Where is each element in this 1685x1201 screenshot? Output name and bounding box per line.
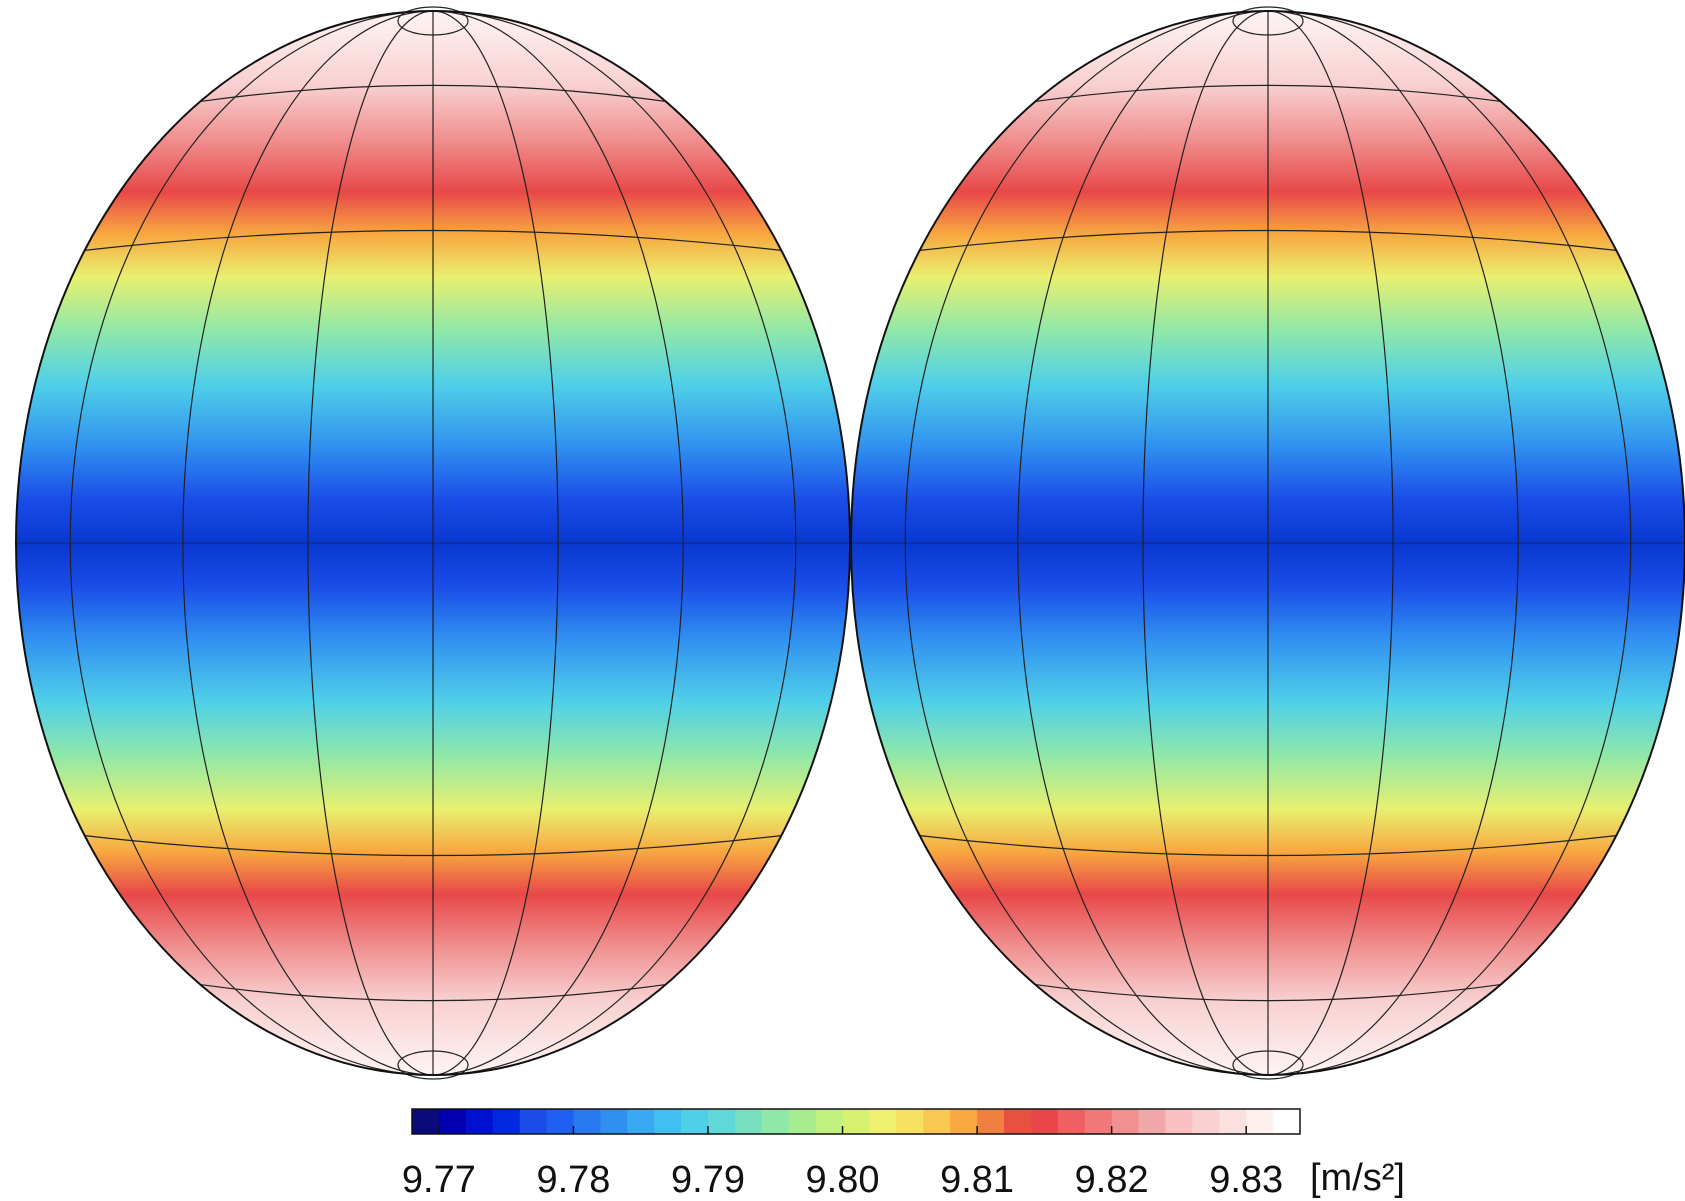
colorbar-swatch [708,1109,735,1134]
colorbar-swatch [735,1109,762,1134]
colorbar-tick-label: 9.80 [806,1159,880,1201]
gravity-map: 9.77 9.78 9.79 9.80 9.81 9.82 9.83 [m/s²] [0,0,1685,1201]
colorbar-swatch [1031,1109,1058,1134]
colorbar-swatch [816,1109,843,1134]
colorbar-swatch [1273,1109,1300,1134]
colorbar-swatch [923,1109,950,1134]
colorbar-swatch [1246,1109,1273,1134]
hemispheres [16,7,1685,1079]
colorbar-swatch [547,1109,574,1134]
colorbar-swatch [1139,1109,1166,1134]
colorbar-swatch [600,1109,627,1134]
hemisphere [16,7,850,1079]
colorbar-tick-label: 9.78 [536,1159,610,1201]
colorbar-swatch [762,1109,789,1134]
colorbar-tick-label: 9.79 [671,1159,745,1201]
colorbar-swatch [1112,1109,1139,1134]
colorbar-swatch [1058,1109,1085,1134]
colorbar-swatch [412,1109,439,1134]
colorbar-swatch [869,1109,896,1134]
page: {"colorbar": { "ticks": [9.77, 9.78, 9.7… [0,0,1685,1201]
colorbar-tick-label: 9.82 [1075,1159,1149,1201]
colorbar-swatch [520,1109,547,1134]
colorbar-swatch [654,1109,681,1134]
colorbar-swatch [789,1109,816,1134]
colorbar-swatch [977,1109,1004,1134]
colorbar-swatch [439,1109,466,1134]
colorbar-swatch [896,1109,923,1134]
colorbar-swatch [1219,1109,1246,1134]
colorbar-swatch [493,1109,520,1134]
colorbar: 9.77 9.78 9.79 9.80 9.81 9.82 9.83 [m/s²] [402,1109,1405,1201]
colorbar-swatch [627,1109,654,1134]
colorbar-swatch [1192,1109,1219,1134]
colorbar-swatch [1165,1109,1192,1134]
colorbar-swatch [1004,1109,1031,1134]
colorbar-tick-label: 9.77 [402,1159,476,1201]
colorbar-swatch [843,1109,870,1134]
colorbar-swatch [950,1109,977,1134]
colorbar-tick-label: 9.83 [1209,1159,1283,1201]
colorbar-swatch [1085,1109,1112,1134]
colorbar-unit: [m/s²] [1310,1157,1405,1199]
colorbar-swatch [466,1109,493,1134]
colorbar-swatch [681,1109,708,1134]
hemisphere [851,7,1685,1079]
colorbar-swatch [573,1109,600,1134]
colorbar-tick-label: 9.81 [940,1159,1014,1201]
